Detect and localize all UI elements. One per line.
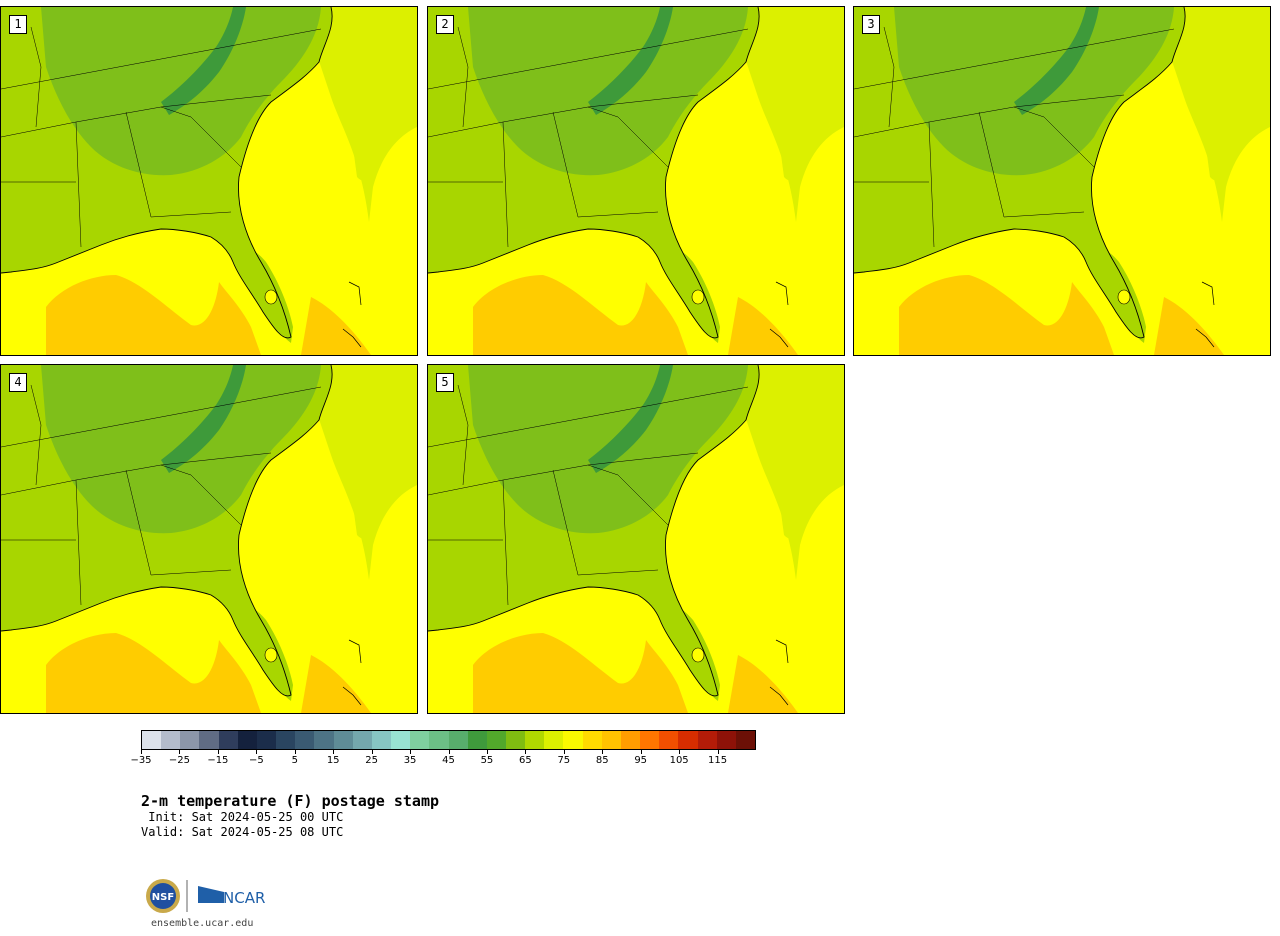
colorbar-tick [679, 750, 681, 754]
colorbar-tick-label: 105 [669, 755, 689, 766]
nsf-logo-icon: NSF [146, 879, 180, 913]
colorbar-tick [410, 750, 412, 754]
ncar-logo-icon: NCAR [198, 886, 265, 907]
map-image [1, 365, 417, 713]
map-panel-5: 5 [427, 364, 845, 714]
colorbar-swatch [486, 731, 506, 749]
logos: NSF NCAR [146, 879, 265, 913]
colorbar-swatch [199, 731, 219, 749]
colorbar-tick-label: 55 [480, 755, 494, 766]
colorbar-swatch [333, 731, 353, 749]
map-panel-1: 1 [0, 6, 418, 356]
colorbar-swatch [256, 731, 277, 749]
colorbar-swatch [448, 731, 468, 749]
colorbar-tick [717, 750, 719, 754]
colorbar-tick-label: −15 [207, 755, 229, 766]
colorbar-swatch [371, 731, 392, 749]
colorbar-tick [217, 750, 219, 754]
colorbar-swatch [735, 731, 755, 749]
colorbar-swatch [276, 731, 296, 749]
valid-time: Valid: Sat 2024-05-25 08 UTC [141, 825, 344, 839]
colorbar-tick [179, 750, 181, 754]
colorbar-tick-label: 45 [442, 755, 455, 766]
colorbar-swatch [716, 731, 736, 749]
colorbar-swatch [640, 731, 660, 749]
colorbar-tick [563, 750, 565, 754]
ncar-logo-text: NCAR [223, 889, 265, 907]
map-image [1, 7, 417, 355]
colorbar-swatch [620, 731, 641, 749]
colorbar-tick-label: 115 [708, 755, 728, 766]
panel-label: 5 [436, 373, 454, 392]
colorbar-tick [333, 750, 335, 754]
colorbar-swatch [659, 731, 679, 749]
map-image [428, 365, 844, 713]
colorbar-swatch [582, 731, 602, 749]
colorbar-tick [141, 750, 142, 754]
colorbar-tick-label: 85 [595, 755, 609, 766]
site-url: ensemble.ucar.edu [151, 918, 254, 929]
colorbar-tick-label: 35 [403, 755, 417, 766]
map-panel-2: 2 [427, 6, 845, 356]
colorbar-swatch [295, 731, 315, 749]
colorbar-swatch [161, 731, 181, 749]
colorbar-tick-label: 95 [634, 755, 648, 766]
colorbar-swatch [237, 731, 257, 749]
colorbar-tick [371, 750, 373, 754]
colorbar-tick-label: 5 [291, 755, 298, 766]
panel-label: 2 [436, 15, 454, 34]
colorbar-swatch [180, 731, 200, 749]
colorbar-ticks: −35 −25 −15 −5 5 15 25 35 45 55 65 75 85 95 105 115 [130, 750, 756, 774]
colorbar-tick [486, 750, 488, 754]
panel-label: 4 [9, 373, 27, 392]
colorbar-swatch [429, 731, 449, 749]
colorbar-tick-label: 25 [365, 755, 378, 766]
colorbar-swatch [142, 731, 162, 749]
colorbar-swatch [314, 731, 334, 749]
colorbar [141, 730, 756, 750]
map-image [428, 7, 844, 355]
nsf-logo-text: NSF [152, 892, 174, 903]
map-panel-4: 4 [0, 364, 418, 714]
colorbar-tick [294, 750, 296, 754]
colorbar-tick [525, 750, 527, 754]
map-panel-3: 3 [853, 6, 1271, 356]
colorbar-swatch [218, 731, 238, 749]
colorbar-tick-label: 75 [557, 755, 571, 766]
panel-label: 3 [862, 15, 880, 34]
colorbar-swatch [391, 731, 411, 749]
colorbar-swatch [410, 731, 430, 749]
colorbar-swatch [601, 731, 621, 749]
colorbar-tick [448, 750, 450, 754]
colorbar-tick [256, 750, 258, 754]
colorbar-tick-label: 15 [326, 755, 340, 766]
colorbar-swatch [697, 731, 717, 749]
init-time: Init: Sat 2024-05-25 00 UTC [141, 810, 344, 824]
colorbar-swatch [544, 731, 564, 749]
colorbar-swatch [352, 731, 372, 749]
colorbar-swatch [563, 731, 583, 749]
colorbar-tick [602, 750, 604, 754]
figure-title: 2-m temperature (F) postage stamp [141, 792, 440, 810]
map-image [854, 7, 1270, 355]
colorbar-swatch [678, 731, 698, 749]
colorbar-tick [640, 750, 642, 754]
panel-label: 1 [9, 15, 27, 34]
colorbar-swatch [505, 731, 526, 749]
colorbar-tick-label: −25 [168, 755, 190, 766]
colorbar-tick-label: 65 [519, 755, 532, 766]
colorbar-swatch [467, 731, 487, 749]
colorbar-tick-label: −5 [248, 755, 264, 766]
colorbar-swatch [525, 731, 545, 749]
colorbar-tick-label: −35 [130, 755, 152, 766]
